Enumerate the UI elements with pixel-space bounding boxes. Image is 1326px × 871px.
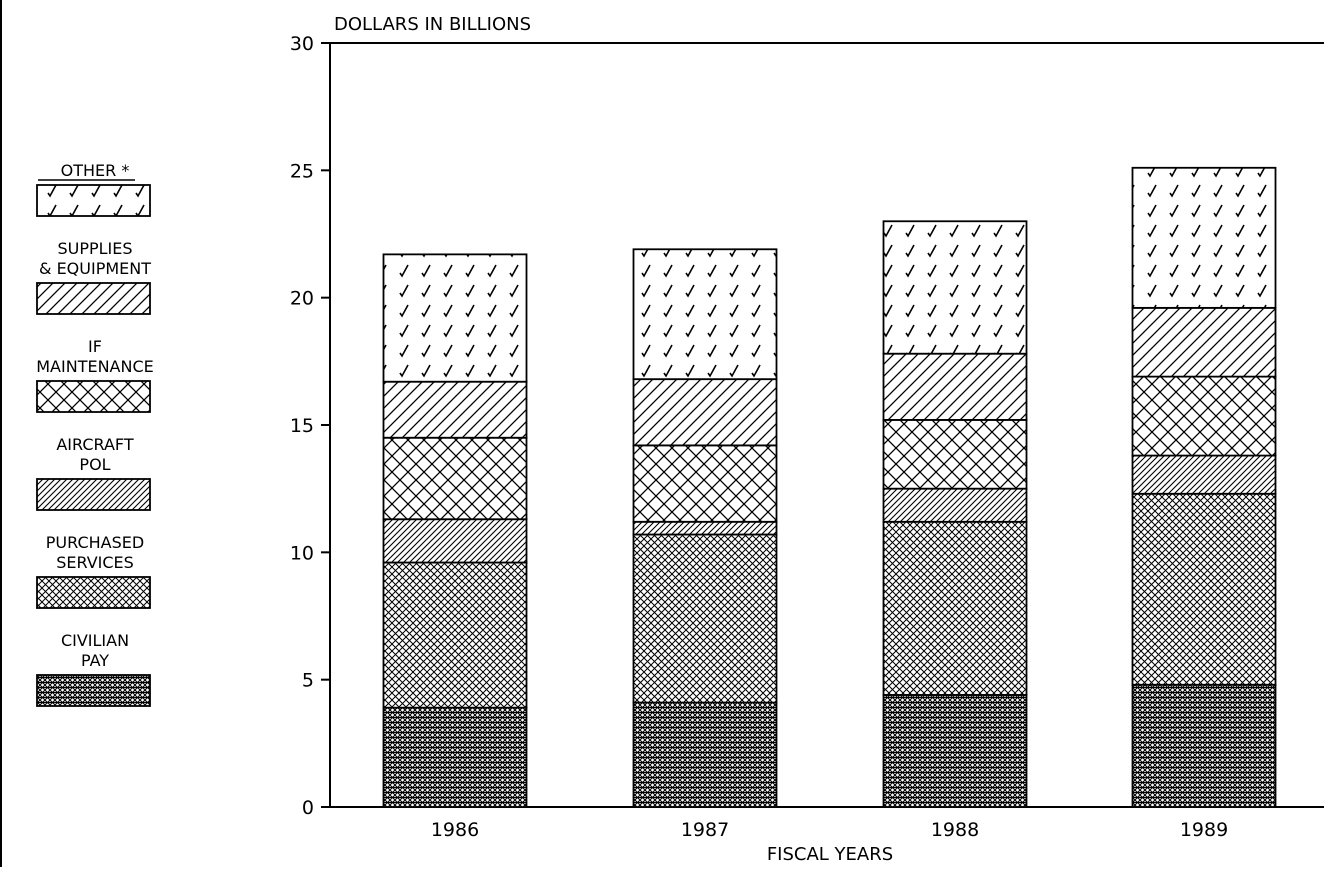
y-tick-label: 30 <box>290 33 314 55</box>
bar-segment-diagonal-dense-1986 <box>382 518 528 564</box>
bar-segment-diagonal-sparse-1989 <box>1131 306 1277 378</box>
bar-segment-diagonal-dense-1987 <box>632 520 778 536</box>
legend-label: POL <box>79 455 110 474</box>
y-axis-label: DOLLARS IN BILLIONS <box>334 14 531 35</box>
bar-segment-crosshatch-coarse-1987 <box>632 444 778 523</box>
bar-segment-diagonal-dense-1989 <box>1131 454 1277 495</box>
bar-segment-crosshatch-fine-1989 <box>1131 492 1277 686</box>
x-tick-label: 1986 <box>431 819 479 841</box>
bar-segment-dense-grid-1987 <box>632 701 778 808</box>
legend-label: IF <box>88 337 102 356</box>
bar-segment-diagonal-sparse-1988 <box>882 352 1028 421</box>
bar-segment-diagonal-dense-1988 <box>882 487 1028 523</box>
legend-label: OTHER * <box>61 161 130 180</box>
legend-swatch-diagonal-dense <box>36 478 151 511</box>
legend-label: PAY <box>81 651 109 670</box>
bars-layer <box>382 166 1277 808</box>
axis-layer: 0 5 10 15 20 25 30 DOLLARS IN BILLIONS FISCAL YE… <box>290 14 1228 865</box>
bar-segment-crosshatch-fine-1987 <box>632 533 778 704</box>
legend-swatch-crosshatch-coarse <box>36 380 151 413</box>
legend-swatch-crosshatch-fine <box>36 576 151 609</box>
bar-segment-crosshatch-coarse-1986 <box>382 436 528 521</box>
y-tick-label: 15 <box>290 415 314 437</box>
legend-swatch-checkmarks <box>36 184 151 217</box>
bar-segment-dense-grid-1986 <box>382 706 528 808</box>
bar-segment-crosshatch-fine-1988 <box>882 520 1028 696</box>
bar-segment-crosshatch-coarse-1989 <box>1131 375 1277 457</box>
legend-label: SUPPLIES <box>57 239 132 258</box>
bar-segment-crosshatch-coarse-1988 <box>882 419 1028 490</box>
bar-segment-checkmarks-1988 <box>882 220 1028 355</box>
legend-label: CIVILIAN <box>61 631 129 650</box>
y-tick-label: 20 <box>290 288 314 310</box>
y-tick-label: 25 <box>290 160 314 182</box>
y-tick-label: 5 <box>302 670 314 692</box>
legend-swatch-dense-grid <box>36 674 151 707</box>
x-tick-label: 1989 <box>1180 819 1228 841</box>
bar-segment-checkmarks-1986 <box>382 253 528 383</box>
bar-segment-crosshatch-fine-1986 <box>382 561 528 709</box>
y-tick-label: 0 <box>302 797 314 819</box>
bar-segment-dense-grid-1989 <box>1131 683 1277 808</box>
y-tick-label: 10 <box>290 542 314 564</box>
legend-label: PURCHASED <box>46 533 144 552</box>
bar-segment-diagonal-sparse-1987 <box>632 378 778 447</box>
x-axis-label: FISCAL YEARS <box>767 844 893 865</box>
legend-label: SERVICES <box>56 553 134 572</box>
x-tick-label: 1987 <box>681 819 729 841</box>
left-border-line <box>0 0 2 867</box>
legend-swatch-diagonal-sparse <box>36 282 151 315</box>
bar-segment-dense-grid-1988 <box>882 694 1028 808</box>
bar-segment-diagonal-sparse-1986 <box>382 380 528 439</box>
legend-label: & EQUIPMENT <box>39 259 151 278</box>
bar-segment-checkmarks-1987 <box>632 248 778 381</box>
x-tick-label: 1988 <box>931 819 979 841</box>
legend-label: MAINTENANCE <box>36 357 153 376</box>
legend-label: AIRCRAFT <box>56 435 133 454</box>
bar-segment-checkmarks-1989 <box>1131 166 1277 309</box>
